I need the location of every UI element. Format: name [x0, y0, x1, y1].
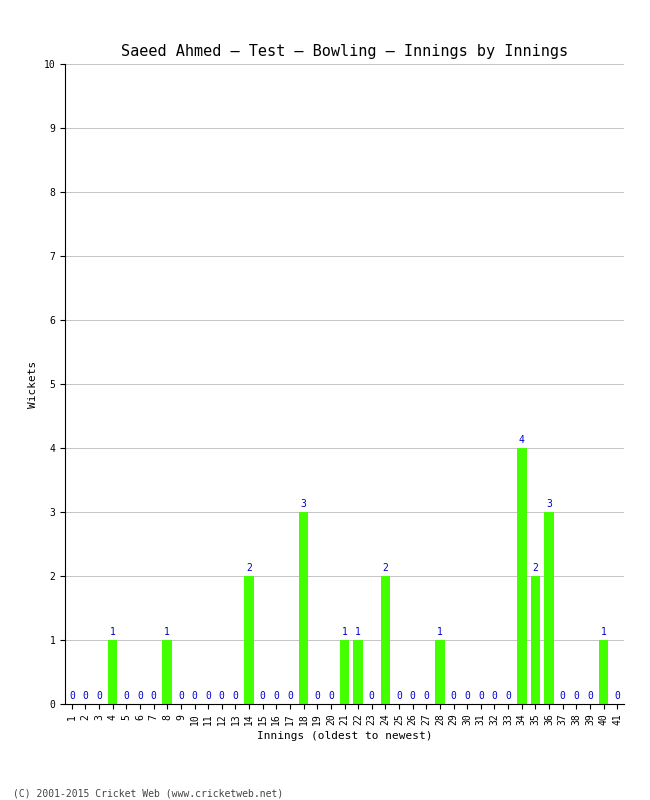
- Text: 0: 0: [573, 691, 579, 702]
- Text: 0: 0: [137, 691, 143, 702]
- Text: 0: 0: [450, 691, 456, 702]
- Text: 3: 3: [301, 499, 307, 510]
- Text: 0: 0: [151, 691, 157, 702]
- Text: 1: 1: [355, 627, 361, 638]
- Bar: [530, 576, 540, 704]
- Text: 0: 0: [69, 691, 75, 702]
- Text: 0: 0: [205, 691, 211, 702]
- Text: (C) 2001-2015 Cricket Web (www.cricketweb.net): (C) 2001-2015 Cricket Web (www.cricketwe…: [13, 788, 283, 798]
- Text: 0: 0: [587, 691, 593, 702]
- Text: 2: 2: [382, 563, 388, 574]
- Text: 0: 0: [491, 691, 497, 702]
- Text: 0: 0: [410, 691, 415, 702]
- Bar: [517, 448, 526, 704]
- Bar: [162, 640, 172, 704]
- Text: 0: 0: [96, 691, 102, 702]
- Text: 0: 0: [328, 691, 334, 702]
- Text: 0: 0: [178, 691, 184, 702]
- Text: 0: 0: [423, 691, 429, 702]
- Text: 0: 0: [396, 691, 402, 702]
- Text: 1: 1: [601, 627, 606, 638]
- Bar: [599, 640, 608, 704]
- Text: 0: 0: [505, 691, 511, 702]
- Text: 1: 1: [437, 627, 443, 638]
- Text: 0: 0: [124, 691, 129, 702]
- Text: 4: 4: [519, 435, 525, 446]
- Bar: [340, 640, 349, 704]
- Text: 0: 0: [192, 691, 198, 702]
- Bar: [354, 640, 363, 704]
- Text: 0: 0: [83, 691, 88, 702]
- Text: 0: 0: [274, 691, 280, 702]
- Bar: [244, 576, 254, 704]
- Text: 0: 0: [219, 691, 225, 702]
- Text: 0: 0: [233, 691, 239, 702]
- Bar: [435, 640, 445, 704]
- X-axis label: Innings (oldest to newest): Innings (oldest to newest): [257, 731, 432, 741]
- Text: 1: 1: [110, 627, 116, 638]
- Y-axis label: Wickets: Wickets: [28, 360, 38, 408]
- Text: 2: 2: [246, 563, 252, 574]
- Text: 1: 1: [164, 627, 170, 638]
- Text: 2: 2: [532, 563, 538, 574]
- Text: 0: 0: [369, 691, 374, 702]
- Text: 0: 0: [478, 691, 484, 702]
- Text: 3: 3: [546, 499, 552, 510]
- Text: 0: 0: [464, 691, 470, 702]
- Text: 0: 0: [260, 691, 266, 702]
- Bar: [299, 512, 308, 704]
- Bar: [108, 640, 118, 704]
- Text: 0: 0: [315, 691, 320, 702]
- Text: 1: 1: [341, 627, 348, 638]
- Text: 0: 0: [614, 691, 620, 702]
- Bar: [381, 576, 390, 704]
- Bar: [544, 512, 554, 704]
- Title: Saeed Ahmed – Test – Bowling – Innings by Innings: Saeed Ahmed – Test – Bowling – Innings b…: [121, 44, 568, 58]
- Text: 0: 0: [287, 691, 293, 702]
- Text: 0: 0: [560, 691, 566, 702]
